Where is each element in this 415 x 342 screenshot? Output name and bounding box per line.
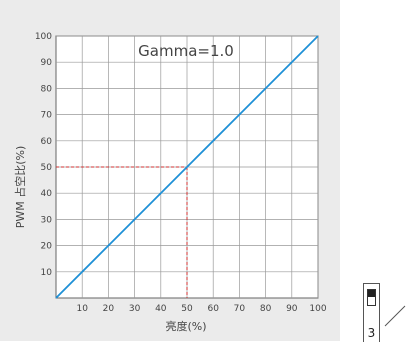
y-tick-label: 50 bbox=[41, 163, 53, 173]
y-tick-label: 90 bbox=[41, 58, 53, 68]
y-tick-label: 100 bbox=[35, 32, 52, 42]
x-axis-label: 亮度(%) bbox=[165, 319, 206, 333]
y-tick-label: 40 bbox=[41, 189, 53, 199]
y-tick-label: 60 bbox=[41, 137, 53, 147]
x-tick-label: 90 bbox=[286, 304, 298, 314]
box-number: 3 bbox=[367, 326, 376, 340]
x-tick-label: 20 bbox=[103, 304, 115, 314]
box-icon bbox=[367, 289, 376, 306]
y-tick-label: 10 bbox=[41, 268, 53, 278]
x-tick-label: 10 bbox=[76, 304, 88, 314]
selection-box: 3 bbox=[363, 283, 380, 342]
gamma-chart: 10 20 30 40 50 60 70 80 90 100 10 20 30 40 50 60 70 80 90 1… bbox=[13, 32, 327, 333]
y-axis-label: PWM 占空比(%) bbox=[13, 146, 27, 229]
x-tick-label: 100 bbox=[309, 304, 326, 314]
x-tick-label: 80 bbox=[260, 304, 272, 314]
x-tick-label: 60 bbox=[207, 304, 219, 314]
y-tick-label: 70 bbox=[41, 111, 53, 121]
chart-title: Gamma=1.0 bbox=[138, 42, 234, 60]
x-tick-label: 70 bbox=[234, 304, 246, 314]
y-tick-label: 30 bbox=[41, 215, 53, 225]
x-tick-label: 50 bbox=[181, 304, 193, 314]
y-tick-label: 80 bbox=[41, 84, 53, 94]
diagonal-line-fragment bbox=[384, 305, 406, 327]
y-tick-label: 20 bbox=[41, 242, 53, 252]
x-tick-label: 30 bbox=[129, 304, 141, 314]
series-line bbox=[55, 35, 319, 299]
x-tick-label: 40 bbox=[155, 304, 167, 314]
chart-panel: 10 20 30 40 50 60 70 80 90 100 10 20 30 40 50 60 70 80 90 1… bbox=[0, 0, 340, 341]
